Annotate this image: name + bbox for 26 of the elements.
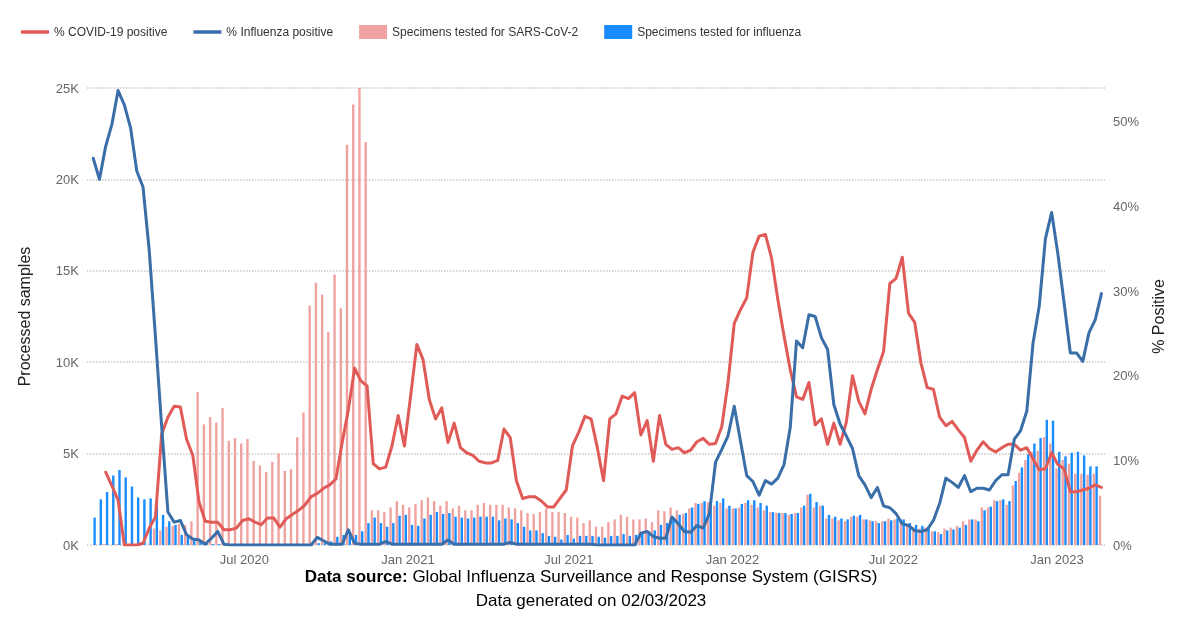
x-tick-label: Jul 2021 <box>544 552 594 567</box>
y-tick-label: 0K <box>63 537 80 553</box>
legend-label: Specimens tested for SARS-CoV-2 <box>392 25 579 39</box>
y2-tick-label: 40% <box>1113 198 1140 214</box>
x-tick-label: Jul 2022 <box>868 552 918 567</box>
y-tick-label: 15K <box>55 263 80 279</box>
x-tick-label: Jan 2023 <box>1030 552 1084 567</box>
legend-label: Specimens tested for influenza <box>637 25 802 39</box>
legend-label: % COVID-19 positive <box>54 25 168 39</box>
text: Data generated on 02/03/2023 <box>475 591 707 610</box>
x-tick-label: Jan 2021 <box>381 552 435 567</box>
y2-tick-label: 10% <box>1113 452 1140 468</box>
y2-tick-label: 20% <box>1113 368 1140 384</box>
x-tick-label: Jan 2022 <box>705 552 760 567</box>
y2-tick-label: 30% <box>1113 283 1140 299</box>
y2-tick-label: 0% <box>1113 537 1133 553</box>
y-tick-label: 20K <box>55 171 80 187</box>
y-tick-label: 5K <box>63 446 80 462</box>
x-tick-label: Jul 2020 <box>219 552 269 567</box>
y2-tick-label: 50% <box>1113 114 1140 130</box>
legend-label: % Influenza positive <box>226 25 334 39</box>
y-axis-title: Processed samples <box>15 246 33 387</box>
source-note: Data source: Global Influenza Surveillance and Response System (GISRS) <box>304 567 878 586</box>
y2-axis-title: % Positive <box>1149 279 1167 354</box>
y-tick-label: 25K <box>55 80 80 96</box>
y-tick-label: 10K <box>55 354 80 370</box>
